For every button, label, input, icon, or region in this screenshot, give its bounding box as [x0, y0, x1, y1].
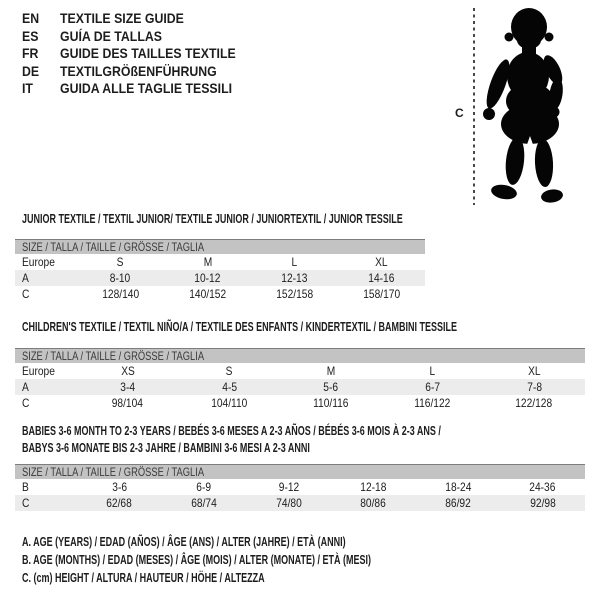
size-cell: 92/98	[529, 496, 556, 510]
size-cell: 104/110	[211, 396, 248, 410]
size-cell: 8-10	[110, 271, 131, 285]
size-cell: 4-5	[222, 380, 237, 394]
footnote-b: B. AGE (MONTHS) / EDAD (MESES) / ÂGE (MO…	[22, 553, 371, 567]
footnotes: A. AGE (YEARS) / EDAD (AÑOS) / ÂGE (ANS)…	[22, 533, 507, 587]
footnote-c: C. (cm) HEIGHT / ALTURA / HAUTEUR / HÖHE…	[22, 571, 265, 585]
language-label: GUÍA DE TALLAS	[60, 27, 162, 44]
size-cell: XL	[375, 255, 388, 269]
size-cell: XL	[527, 364, 541, 378]
row-label-cell: Europe	[22, 255, 55, 269]
size-cell: M	[203, 255, 212, 269]
row-label-cell: Europe	[22, 364, 55, 378]
row-label-cell: C	[22, 496, 30, 510]
language-code: EN	[22, 10, 40, 26]
size-cell: 116/122	[414, 396, 451, 410]
row-label-cell: C	[22, 287, 30, 301]
size-cell: 12-13	[281, 271, 308, 285]
size-cell: 14-16	[368, 271, 395, 285]
language-line-es: ES GUÍA DE TALLAS	[22, 28, 260, 46]
table-row: C 128/140 140/152 152/158 158/170	[15, 286, 425, 302]
junior-size-table: SIZE / TALLA / TAILLE / GRÖSSE / TAGLIA …	[15, 239, 425, 302]
language-line-de: DE TEXTILGRÖßENFÜHRUNG	[22, 63, 260, 81]
size-cell: 62/68	[106, 496, 133, 510]
row-label-cell: A	[22, 380, 29, 394]
babies-size-table: SIZE / TALLA / TAILLE / GRÖSSE / TAGLIA …	[15, 464, 585, 511]
language-code: ES	[22, 27, 39, 44]
size-header-bar: SIZE / TALLA / TAILLE / GRÖSSE / TAGLIA	[15, 348, 585, 363]
size-cell: 10-12	[194, 271, 221, 285]
size-cell: 140/152	[189, 287, 226, 301]
height-dash-line-icon	[473, 8, 475, 205]
children-size-table: SIZE / TALLA / TAILLE / GRÖSSE / TAGLIA …	[15, 348, 585, 411]
language-line-it: IT GUIDA ALLE TAGLIE TESSILI	[22, 80, 260, 98]
size-cell: 18-24	[444, 480, 472, 494]
language-line-fr: FR GUIDE DES TAILLES TEXTILE	[22, 45, 260, 63]
size-cell: 122/128	[515, 396, 553, 410]
size-cell: 86/92	[445, 496, 471, 510]
size-cell: 9-12	[278, 480, 299, 494]
table-row: C 62/68 68/74 74/80 80/86 86/92 92/98	[15, 495, 585, 511]
size-cell: 68/74	[191, 496, 217, 510]
size-cell: 6-7	[425, 380, 440, 394]
size-cell: 6-9	[196, 480, 212, 494]
language-label: GUIDA ALLE TAGLIE TESSILI	[60, 80, 233, 96]
table-row: A 8-10 10-12 12-13 14-16	[15, 270, 425, 286]
language-code: FR	[22, 45, 39, 61]
size-cell: 152/158	[276, 287, 313, 301]
size-cell: 98/104	[112, 396, 144, 410]
babies-table-title: BABIES 3-6 MONTH TO 2-3 YEARS / BEBÉS 3-…	[22, 424, 441, 455]
language-label: TEXTILE SIZE GUIDE	[60, 10, 184, 26]
junior-table-title: JUNIOR TEXTILE / TEXTIL JUNIOR/ TEXTILE …	[22, 212, 403, 226]
language-header: EN TEXTILE SIZE GUIDE ES GUÍA DE TALLAS …	[22, 10, 260, 98]
row-label-cell: C	[22, 396, 30, 410]
table-row: Europe S M L XL	[15, 254, 425, 270]
row-label-cell: A	[22, 271, 29, 285]
size-cell: L	[429, 364, 436, 378]
language-code: IT	[22, 80, 33, 96]
language-label: TEXTILGRÖßENFÜHRUNG	[60, 62, 217, 79]
size-cell: 3-6	[111, 480, 127, 494]
baby-silhouette-icon	[483, 8, 563, 203]
size-cell: 80/86	[360, 496, 387, 510]
size-cell: S	[225, 364, 233, 378]
size-cell: 12-18	[360, 480, 387, 494]
size-cell: M	[326, 364, 336, 378]
table-row: C 98/104 104/110 110/116 116/122 122/128	[15, 395, 585, 411]
footnote-a: A. AGE (YEARS) / EDAD (AÑOS) / ÂGE (ANS)…	[22, 535, 346, 549]
size-cell: 24-36	[529, 480, 556, 494]
size-cell: XS	[120, 364, 135, 378]
size-cell: S	[117, 255, 124, 269]
row-label-cell: B	[22, 480, 29, 494]
language-label: GUIDE DES TAILLES TEXTILE	[60, 45, 236, 61]
size-cell: 110/116	[313, 396, 349, 410]
height-marker-label: C	[455, 106, 464, 120]
size-cell: 5-6	[323, 380, 339, 394]
size-cell: 158/170	[363, 287, 400, 301]
size-cell: 3-4	[120, 380, 136, 394]
size-cell: 7-8	[526, 380, 542, 394]
size-cell: 74/80	[275, 496, 302, 510]
language-code: DE	[22, 62, 40, 79]
language-line-en: EN TEXTILE SIZE GUIDE	[22, 10, 260, 28]
size-cell: L	[291, 255, 298, 269]
size-header-bar: SIZE / TALLA / TAILLE / GRÖSSE / TAGLIA	[15, 239, 425, 254]
table-row: Europe XS S M L XL	[15, 363, 585, 379]
size-header-bar: SIZE / TALLA / TAILLE / GRÖSSE / TAGLIA	[15, 464, 585, 479]
table-row: A 3-4 4-5 5-6 6-7 7-8	[15, 379, 585, 395]
size-cell: 128/140	[102, 287, 139, 301]
height-figure: C	[450, 0, 600, 215]
children-table-title: CHILDREN'S TEXTILE / TEXTIL NIÑO/A / TEX…	[22, 320, 458, 334]
table-row: B 3-6 6-9 9-12 12-18 18-24 24-36	[15, 479, 585, 495]
